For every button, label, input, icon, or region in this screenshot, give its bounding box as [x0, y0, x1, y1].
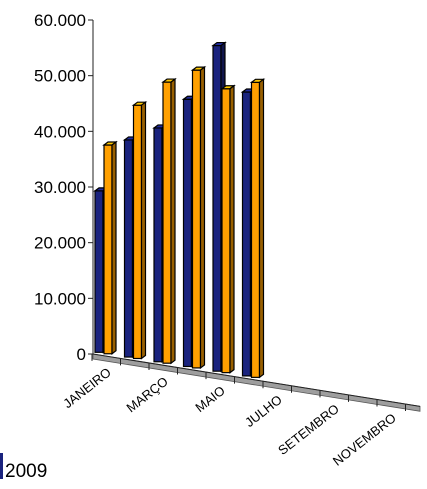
- bar-abril-series-2: [190, 65, 207, 370]
- legend: 2009: [0, 453, 47, 482]
- y-tick-label: 10.000: [34, 289, 86, 308]
- x-axis-line: [92, 353, 421, 407]
- y-axis-ticks: 0 10.000 20.000 30.000 40.000 50.000 60.000: [34, 11, 93, 364]
- chart-bars: [93, 41, 266, 379]
- x-tick-label: JANEIRO: [60, 365, 114, 412]
- bar-fevereiro-series-2: [131, 100, 148, 360]
- bar-junho-series-2: [249, 78, 266, 379]
- y-tick-label: 30.000: [34, 178, 86, 197]
- y-tick-label: 50.000: [34, 67, 86, 86]
- x-tick-label: MAIO: [192, 383, 227, 415]
- legend-label-2009: 2009: [5, 461, 47, 482]
- x-tick-label: JULHO: [242, 392, 285, 430]
- x-tick-label: MARÇO: [123, 374, 170, 416]
- y-tick-label: 60.000: [34, 11, 86, 30]
- y-tick-label: 20.000: [34, 234, 86, 253]
- bar-março-series-2: [161, 77, 177, 365]
- x-tick-label: SETEMBRO: [275, 401, 342, 458]
- x-tick-label: NOVEMBRO: [330, 410, 399, 469]
- legend-swatch-2009: [0, 453, 3, 479]
- y-tick-label: 40.000: [34, 122, 86, 141]
- bar-maio-series-2: [220, 84, 236, 374]
- y-tick-label: 0: [77, 345, 86, 364]
- bar-janeiro-series-2: [102, 140, 118, 355]
